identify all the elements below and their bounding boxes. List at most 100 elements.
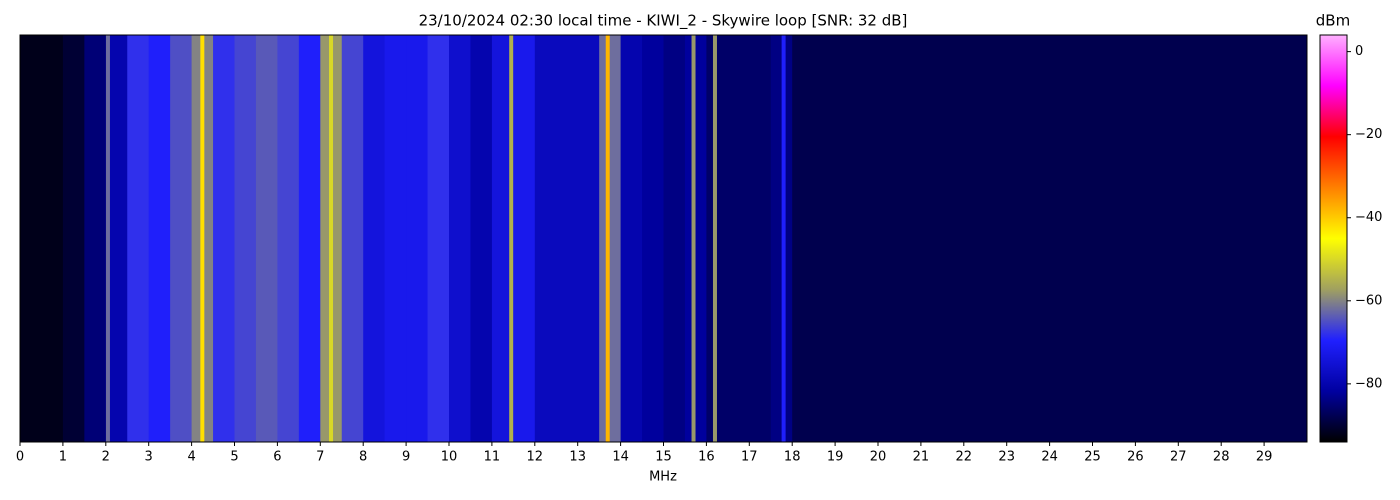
- spectrum-band: [384, 35, 407, 442]
- spectrum-band: [148, 35, 171, 442]
- spectrum-band: [835, 35, 858, 442]
- x-axis-label: MHz: [649, 470, 677, 485]
- signal-line: [329, 35, 334, 442]
- signal-line: [691, 35, 696, 442]
- x-tick-label: 8: [359, 450, 367, 465]
- spectrum-band: [985, 35, 1008, 442]
- spectrum-band: [534, 35, 557, 442]
- colorbar: [1319, 34, 1348, 443]
- x-tick-label: 22: [956, 450, 973, 465]
- colorbar-tick-label: 0: [1355, 44, 1363, 59]
- spectrum-band: [792, 35, 815, 442]
- spectrum-band: [577, 35, 600, 442]
- spectrum-band: [1092, 35, 1115, 442]
- spectrum-band: [105, 35, 128, 442]
- spectrum-band: [1156, 35, 1179, 442]
- spectrum-band: [41, 35, 64, 442]
- spectrum-band: [663, 35, 686, 442]
- spectrum-band: [920, 35, 943, 442]
- x-tick-label: 10: [441, 450, 458, 465]
- signal-line: [781, 35, 786, 442]
- x-tick-label: 29: [1256, 450, 1273, 465]
- x-tick-label: 13: [569, 450, 586, 465]
- spectrum-band: [620, 35, 643, 442]
- spectrum-band: [427, 35, 450, 442]
- colorbar-tick-label: −80: [1355, 376, 1382, 391]
- spectrum-band: [298, 35, 321, 442]
- spectrum-band: [449, 35, 471, 442]
- spectrum-band: [1071, 35, 1093, 442]
- spectrum-band: [1006, 35, 1029, 442]
- spectrum-band: [213, 35, 235, 442]
- x-tick-label: 5: [230, 450, 238, 465]
- x-tick-label: 4: [187, 450, 195, 465]
- spectrum-band: [899, 35, 922, 442]
- spectrum-band: [62, 35, 85, 442]
- spectrum-band: [1178, 35, 1201, 442]
- chart-title: 23/10/2024 02:30 local time - KIWI_2 - S…: [419, 12, 908, 31]
- spectrum-band: [84, 35, 107, 442]
- colorbar-tick-label: −60: [1355, 293, 1382, 308]
- spectrum-band: [170, 35, 193, 442]
- signal-line: [105, 35, 110, 442]
- spectrum-band: [684, 35, 707, 442]
- spectrum-band: [1242, 35, 1265, 442]
- spectrum-band: [1199, 35, 1222, 442]
- spectrum-band: [878, 35, 900, 442]
- x-tick-label: 25: [1084, 450, 1101, 465]
- colorbar-tick-label: −40: [1355, 210, 1382, 225]
- spectrum-band: [1264, 35, 1287, 442]
- x-tick-label: 23: [998, 450, 1015, 465]
- x-tick-label: 17: [741, 450, 758, 465]
- spectrum-band: [406, 35, 429, 442]
- x-tick-label: 9: [402, 450, 410, 465]
- x-tick-label: 2: [102, 450, 110, 465]
- x-tick-label: 26: [1127, 450, 1144, 465]
- spectrum-band: [127, 35, 150, 442]
- spectrum-band: [1135, 35, 1158, 442]
- spectrum-band: [599, 35, 622, 442]
- x-tick-label: 18: [784, 450, 801, 465]
- signal-line: [200, 35, 205, 442]
- signal-line: [712, 35, 717, 442]
- spectrum-band: [363, 35, 386, 442]
- spectrum-band: [234, 35, 257, 442]
- x-tick-label: 11: [484, 450, 501, 465]
- spectrum-band: [470, 35, 493, 442]
- spectrum-band: [341, 35, 364, 442]
- plot-area: [20, 35, 1308, 442]
- spectrum-band: [20, 35, 42, 442]
- spectrum-band: [1049, 35, 1072, 442]
- spectrum-band: [1285, 35, 1308, 442]
- spectrum-band: [1113, 35, 1136, 442]
- x-tick-label: 20: [870, 450, 887, 465]
- x-tick-label: 27: [1170, 450, 1187, 465]
- signal-line: [605, 35, 610, 442]
- spectrum-band: [556, 35, 579, 442]
- spectrum-band: [942, 35, 965, 442]
- colorbar-label: dBm: [1316, 12, 1350, 30]
- x-tick-label: 1: [59, 450, 67, 465]
- x-tick-label: 7: [316, 450, 324, 465]
- spectrum-band: [491, 35, 514, 442]
- spectrum-band: [727, 35, 750, 442]
- x-tick-label: 24: [1041, 450, 1058, 465]
- x-tick-label: 3: [145, 450, 153, 465]
- spectrum-band: [963, 35, 986, 442]
- spectrum-band: [856, 35, 879, 442]
- x-tick-label: 16: [698, 450, 715, 465]
- x-tick-label: 0: [16, 450, 24, 465]
- x-tick-label: 14: [612, 450, 629, 465]
- signal-line: [509, 35, 514, 442]
- x-tick-label: 28: [1213, 450, 1230, 465]
- spectrum-band: [749, 35, 772, 442]
- spectrum-band: [813, 35, 836, 442]
- spectrum-band: [1221, 35, 1244, 442]
- spectrum-band: [706, 35, 729, 442]
- x-tick-label: 6: [273, 450, 281, 465]
- spectrum-band: [277, 35, 300, 442]
- spectrum-band: [513, 35, 536, 442]
- x-tick-label: 19: [827, 450, 844, 465]
- spectrum-band: [255, 35, 278, 442]
